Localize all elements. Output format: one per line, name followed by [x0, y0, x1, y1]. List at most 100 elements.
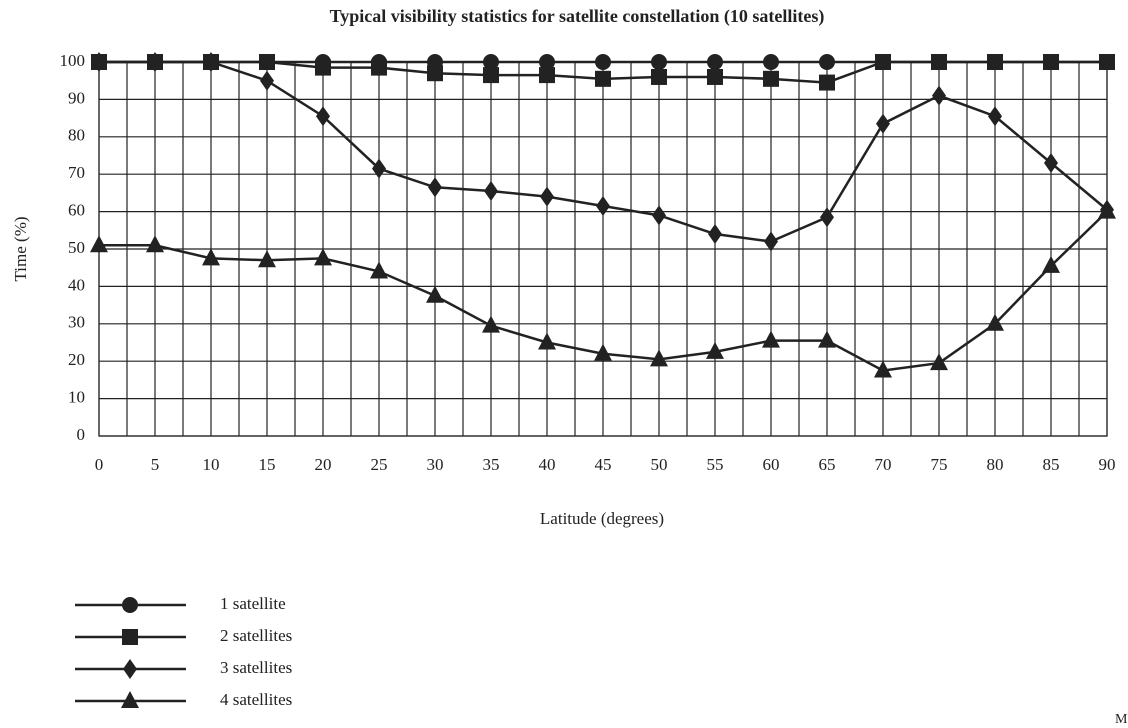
marker — [426, 285, 444, 303]
figure-note: M.1850-21 — [1115, 712, 1128, 727]
marker — [819, 74, 835, 91]
marker — [707, 54, 723, 70]
marker — [202, 248, 220, 266]
x-tick-label: 85 — [1043, 455, 1060, 474]
marker — [596, 195, 610, 216]
x-tick-label: 40 — [539, 455, 556, 474]
y-tick-label: 40 — [68, 275, 85, 294]
x-tick-label: 45 — [595, 455, 612, 474]
marker — [1042, 255, 1060, 273]
x-tick-label: 0 — [95, 455, 104, 474]
marker — [706, 341, 724, 359]
marker — [372, 158, 386, 179]
marker — [371, 59, 387, 76]
legend-label: 3 satellites — [220, 658, 292, 677]
marker — [931, 54, 947, 70]
marker — [1043, 54, 1059, 70]
marker — [763, 70, 779, 87]
marker — [651, 68, 667, 85]
marker — [764, 231, 778, 252]
marker — [818, 330, 836, 348]
marker — [258, 250, 276, 268]
marker — [259, 54, 275, 70]
marker — [819, 54, 835, 70]
x-tick-label: 55 — [707, 455, 724, 474]
marker — [987, 54, 1003, 70]
legend-label: 4 satellites — [220, 690, 292, 709]
marker — [988, 106, 1002, 127]
marker — [763, 54, 779, 70]
x-axis-label: Latitude (degrees) — [540, 509, 664, 528]
marker — [90, 235, 108, 253]
marker — [92, 52, 106, 72]
marker — [930, 353, 948, 371]
marker — [650, 349, 668, 367]
x-tick-label: 10 — [203, 455, 220, 474]
marker — [762, 330, 780, 348]
marker — [652, 205, 666, 226]
marker — [595, 70, 611, 87]
marker — [538, 332, 556, 350]
marker — [483, 54, 499, 70]
x-tick-label: 5 — [151, 455, 160, 474]
x-tick-label: 75 — [931, 455, 948, 474]
marker — [539, 54, 555, 70]
marker — [539, 67, 555, 84]
marker — [986, 313, 1004, 331]
marker — [932, 85, 946, 106]
marker — [876, 113, 890, 134]
marker — [708, 224, 722, 245]
legend-marker — [123, 659, 137, 679]
legend-marker — [122, 597, 138, 613]
marker — [595, 54, 611, 70]
x-tick-label: 35 — [483, 455, 500, 474]
x-tick-label: 15 — [259, 455, 276, 474]
y-tick-label: 50 — [68, 238, 85, 257]
y-tick-label: 30 — [68, 313, 85, 332]
marker — [594, 343, 612, 361]
marker — [651, 54, 667, 70]
y-axis-label: Time (%) — [11, 216, 30, 281]
marker — [707, 68, 723, 85]
y-tick-label: 10 — [68, 388, 85, 407]
x-tick-label: 70 — [875, 455, 892, 474]
legend-label: 1 satellite — [220, 594, 286, 613]
marker — [315, 59, 331, 76]
x-tick-label: 80 — [987, 455, 1004, 474]
marker — [260, 70, 274, 91]
y-tick-label: 20 — [68, 350, 85, 369]
marker — [427, 65, 443, 82]
marker — [316, 106, 330, 127]
marker — [148, 52, 162, 72]
y-tick-label: 60 — [68, 201, 85, 220]
legend-label: 2 satellites — [220, 626, 292, 645]
marker — [483, 67, 499, 84]
legend-marker — [122, 629, 138, 645]
marker — [428, 177, 442, 198]
marker — [1044, 152, 1058, 173]
marker — [820, 207, 834, 228]
marker — [484, 181, 498, 202]
y-tick-label: 0 — [77, 425, 86, 444]
marker — [314, 248, 332, 266]
marker — [1099, 54, 1115, 70]
marker — [370, 261, 388, 279]
x-tick-label: 60 — [763, 455, 780, 474]
x-tick-label: 25 — [371, 455, 388, 474]
y-tick-label: 80 — [68, 126, 85, 145]
marker — [540, 186, 554, 207]
x-tick-label: 50 — [651, 455, 668, 474]
x-tick-label: 90 — [1099, 455, 1116, 474]
marker — [875, 54, 891, 70]
marker — [482, 315, 500, 333]
y-tick-label: 70 — [68, 163, 85, 182]
y-tick-label: 90 — [68, 88, 85, 107]
marker — [874, 360, 892, 378]
chart-title: Typical visibility statistics for satell… — [330, 6, 825, 27]
x-tick-label: 30 — [427, 455, 444, 474]
y-tick-label: 100 — [60, 51, 86, 70]
marker — [146, 235, 164, 253]
marker — [204, 52, 218, 72]
x-tick-label: 20 — [315, 455, 332, 474]
